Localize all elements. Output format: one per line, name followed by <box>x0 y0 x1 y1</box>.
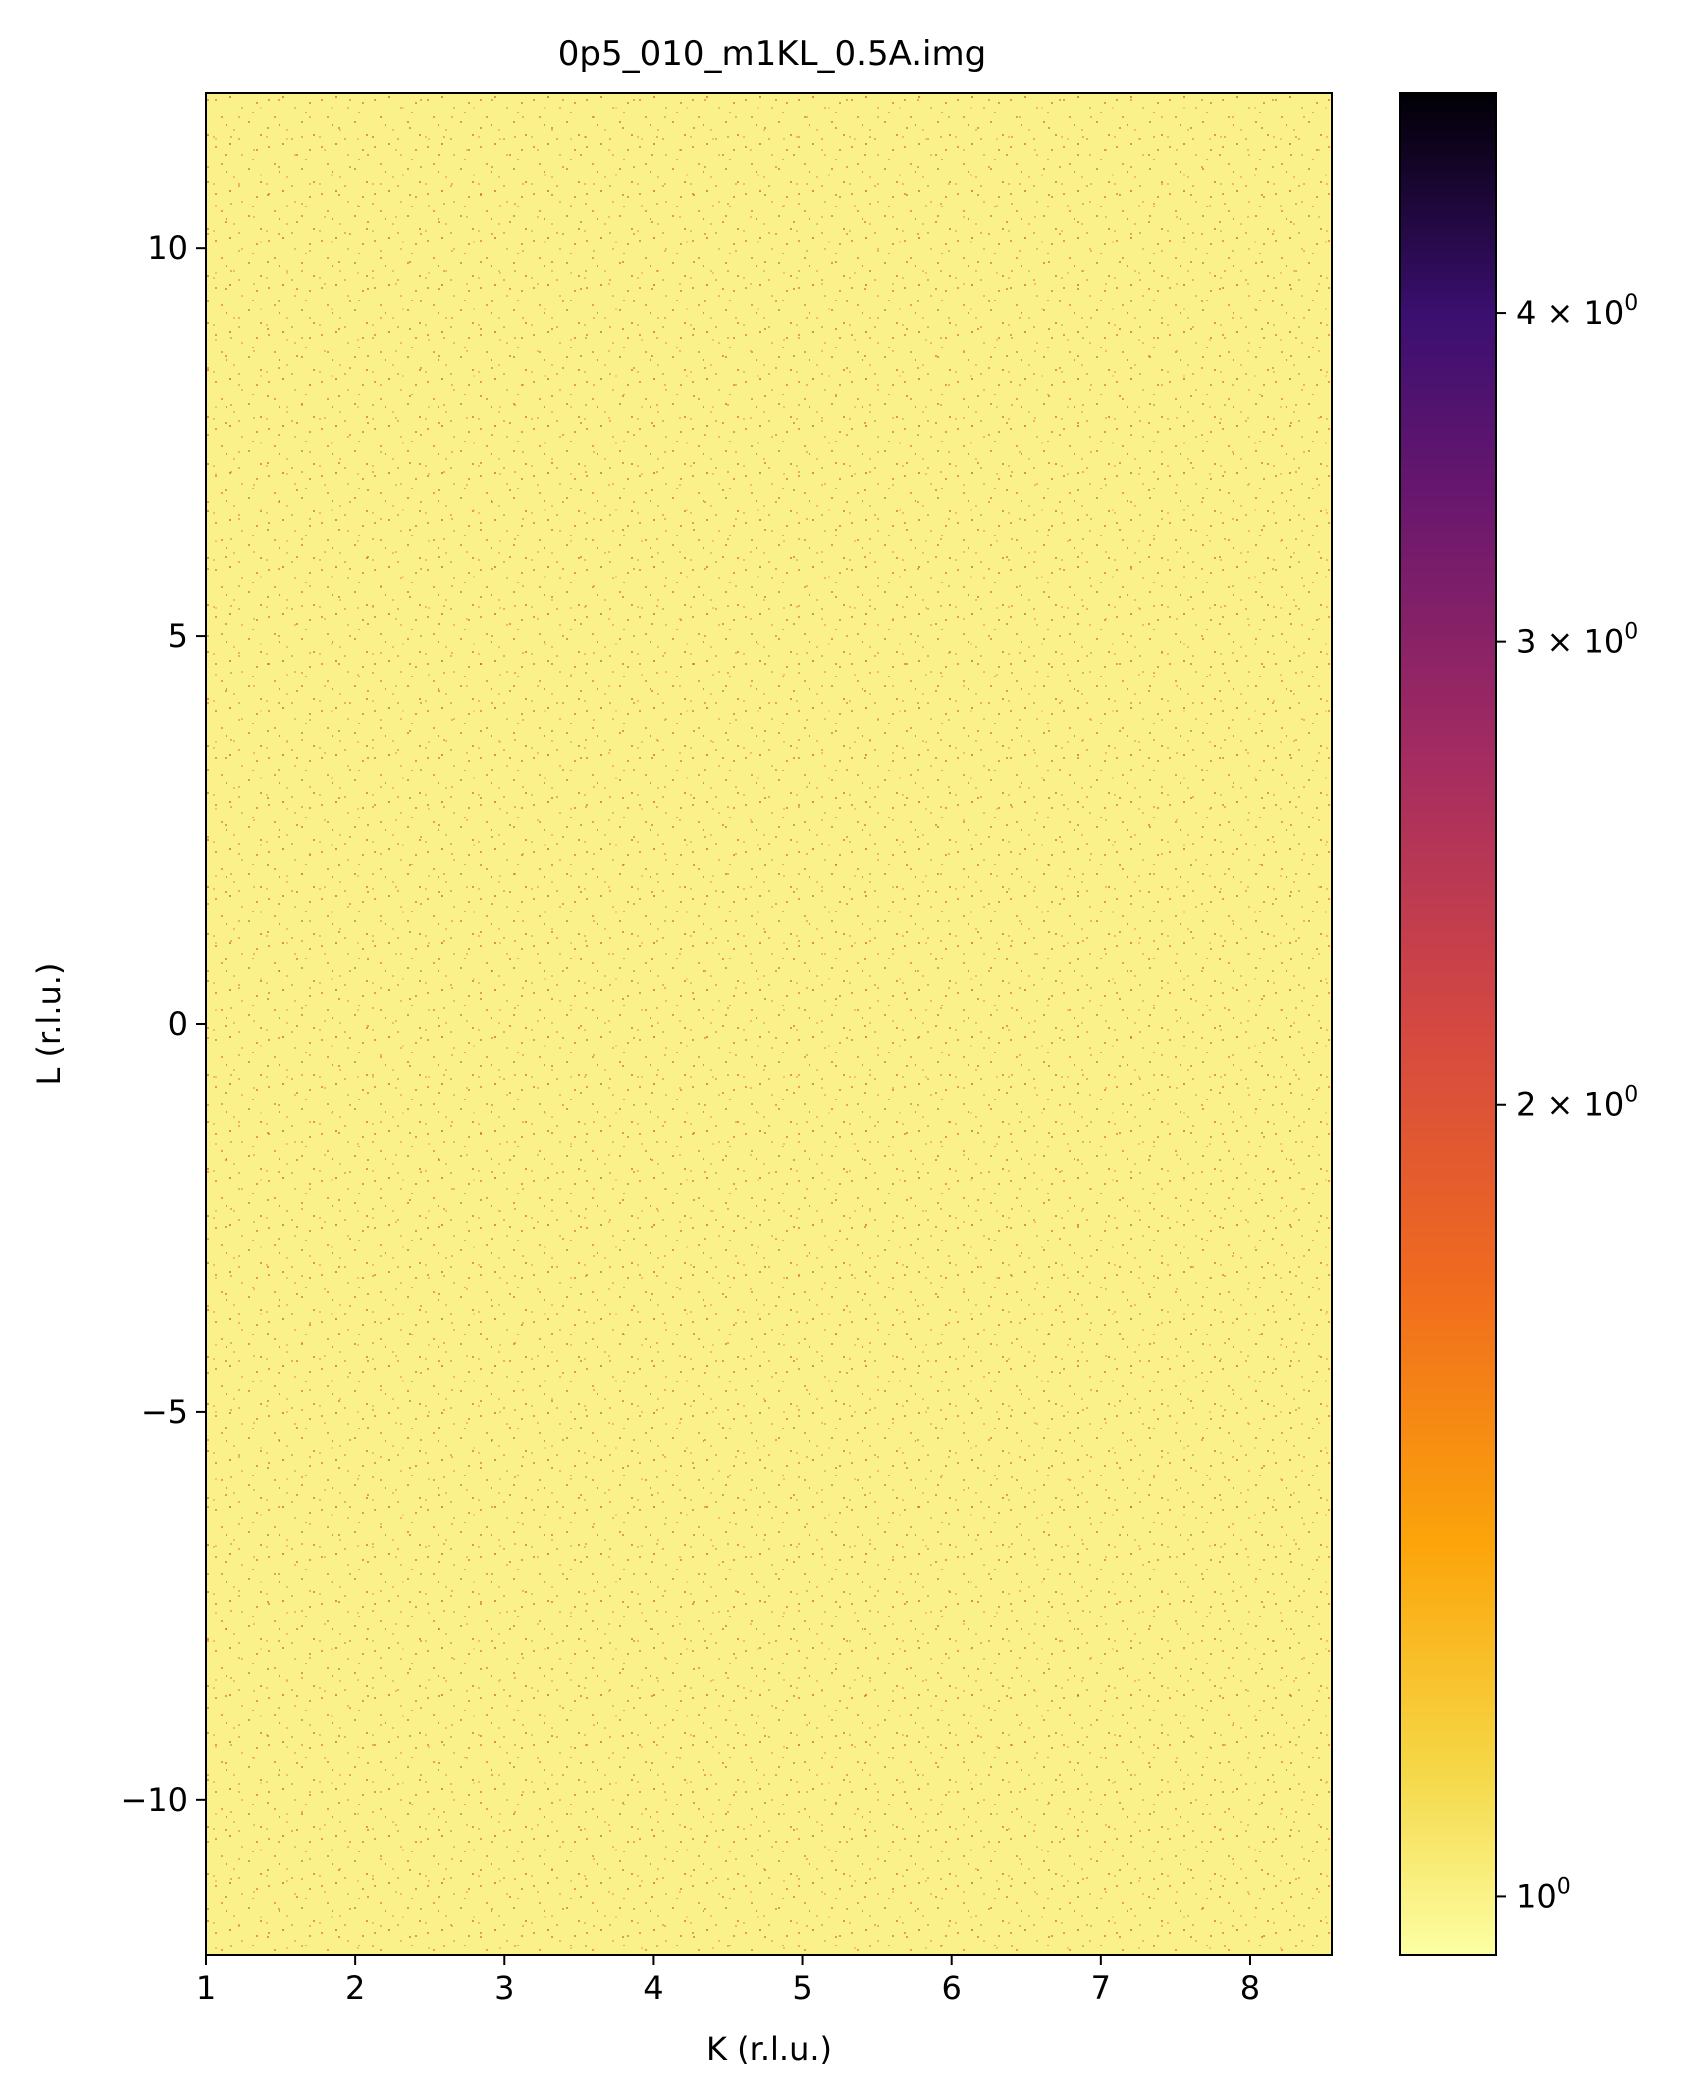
x-tick-label: 6 <box>942 1969 962 2007</box>
x-tick-label: 7 <box>1091 1969 1111 2007</box>
y-axis-label: L (r.l.u.) <box>30 963 68 1086</box>
colorbar-tick-label: 4 × 100 <box>1516 291 1638 332</box>
x-tick-label: 4 <box>643 1969 663 2007</box>
colorbar-tick-label: 100 <box>1516 1874 1571 1915</box>
x-tick-label: 8 <box>1240 1969 1260 2007</box>
y-axis: −10 −5 0 5 10 <box>120 229 206 1819</box>
heatmap-noise-coarse <box>206 93 1332 1955</box>
colorbar-gradient <box>1400 93 1496 1955</box>
x-tick-label: 3 <box>494 1969 514 2007</box>
x-tick-label: 1 <box>196 1969 216 2007</box>
x-tick-label: 2 <box>345 1969 365 2007</box>
colorbar: 100 2 × 100 3 × 100 4 × 100 <box>1399 92 1638 1956</box>
y-tick-label: 0 <box>168 1005 188 1043</box>
colorbar-tick-label: 3 × 100 <box>1516 620 1638 661</box>
x-tick-label: 5 <box>792 1969 812 2007</box>
y-tick-label: 10 <box>147 229 188 267</box>
colorbar-ticks: 100 2 × 100 3 × 100 4 × 100 <box>1496 291 1638 1915</box>
y-tick-label: 5 <box>168 617 188 655</box>
x-axis: 1 2 3 4 5 6 7 8 <box>196 1955 1260 2007</box>
y-tick-label: −10 <box>120 1781 188 1819</box>
y-tick-label: −5 <box>141 1393 188 1431</box>
colorbar-tick-label: 2 × 100 <box>1516 1083 1638 1124</box>
colorbar-frame <box>1399 92 1497 1956</box>
x-axis-label: K (r.l.u.) <box>706 2030 832 2068</box>
chart-title: 0p5_010_m1KL_0.5A.img <box>558 34 986 74</box>
heatmap-plot-area <box>205 92 1333 1956</box>
